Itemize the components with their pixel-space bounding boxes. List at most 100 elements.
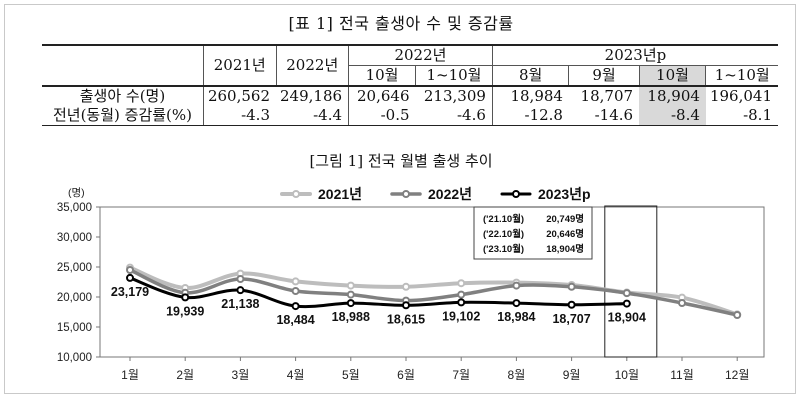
series-point-2 — [346, 299, 355, 308]
header-2023-ytd: 1~10월 — [705, 65, 778, 86]
data-label: 19,102 — [442, 309, 480, 323]
x-tick-label: 11월 — [670, 368, 694, 382]
table-cell: -12.8 — [491, 106, 569, 126]
annotation-value: 20,646명 — [546, 228, 584, 240]
x-tick-label: 12월 — [725, 368, 749, 382]
table-cell: 20,646 — [348, 85, 416, 106]
table-cell: 18,707 — [568, 85, 640, 106]
header-group-2022: 2022년 — [348, 44, 493, 66]
table-cell: -14.6 — [568, 106, 640, 126]
annotation-value: 20,749명 — [546, 213, 584, 225]
series-point-1 — [512, 281, 521, 290]
header-2023-oct: 10월 — [638, 65, 706, 86]
series-point-2 — [512, 299, 521, 308]
series-point-0 — [457, 279, 466, 288]
table-row-growth: 전년(동월) 증감률(%) -4.3 -4.4 -0.5 -4.6 -12.8 … — [42, 106, 778, 126]
series-point-1 — [236, 275, 245, 283]
series-point-1 — [678, 299, 686, 307]
data-label: 18,484 — [276, 313, 314, 327]
chart-title: [그림 1] 전국 월별 출생 추이 — [309, 152, 493, 170]
legend-label: 2023년p — [538, 186, 591, 202]
series-point-1 — [733, 311, 742, 319]
x-tick-label: 1월 — [121, 368, 139, 382]
data-label: 18,984 — [497, 310, 535, 324]
table-cell-highlight: 18,904 — [639, 85, 706, 106]
table-cell: 260,562 — [202, 85, 276, 106]
legend-label: 2021년 — [318, 186, 362, 202]
table-header-row-1: 2021년 2022년 2022년 2023년p — [42, 44, 778, 86]
x-tick-label: 4월 — [287, 368, 305, 382]
data-label: 18,707 — [552, 312, 590, 326]
series-point-1 — [346, 290, 355, 299]
table-cell: -4.6 — [415, 106, 493, 126]
row-label: 출생아 수(명) — [42, 85, 204, 106]
series-point-0 — [402, 282, 410, 291]
header-2021: 2021년 — [202, 44, 276, 86]
header-group-2023: 2023년p — [491, 44, 778, 66]
data-label: 23,179 — [111, 285, 149, 299]
annotation-box — [473, 206, 593, 260]
series-point-1 — [291, 287, 300, 295]
y-tick-label: 30,000 — [57, 232, 92, 244]
table-row-births: 출생아 수(명) 260,562 249,186 20,646 213,309 … — [42, 85, 778, 106]
data-label: 19,939 — [166, 304, 204, 318]
table-cell: -8.1 — [705, 106, 778, 126]
series-point-2 — [236, 286, 245, 295]
x-tick-label: 7월 — [452, 368, 470, 382]
table-cell: 249,186 — [276, 85, 349, 106]
x-tick-label: 10월 — [615, 368, 639, 382]
series-point-0 — [346, 281, 355, 290]
table-cell: 18,984 — [491, 85, 569, 106]
header-2022-oct: 10월 — [348, 65, 416, 86]
table-cell: -0.5 — [348, 106, 416, 126]
x-tick-label: 6월 — [397, 368, 415, 382]
header-2022-ytd: 1~10월 — [415, 65, 493, 86]
legend-marker — [512, 190, 520, 198]
x-tick-label: 3월 — [232, 368, 250, 382]
table-cell: -4.3 — [202, 106, 276, 126]
annotation-value: 18,904명 — [546, 243, 584, 255]
annotation-label: ('21.10월) — [483, 213, 524, 225]
series-point-2 — [457, 298, 466, 307]
table-cell-highlight: -8.4 — [639, 106, 706, 126]
x-tick-label: 8월 — [508, 368, 526, 382]
plot-area — [99, 206, 765, 358]
series-point-1 — [622, 289, 631, 298]
legend-marker — [292, 190, 300, 198]
series-point-1 — [457, 290, 466, 299]
legend-marker — [402, 190, 410, 198]
series-point-0 — [291, 277, 300, 286]
series-point-1 — [567, 282, 576, 291]
annotation-label: ('22.10월) — [483, 228, 524, 240]
series-point-2 — [181, 293, 190, 302]
series-line-2 — [128, 276, 629, 309]
header-2023-aug: 8월 — [491, 65, 569, 86]
table-header-row-2: 10월 1~10월 8월 9월 10월 1~10월 — [42, 65, 778, 86]
table-cell: -4.4 — [276, 106, 349, 126]
series-point-2 — [126, 273, 134, 282]
y-tick-label: 25,000 — [57, 262, 92, 274]
data-label: 18,904 — [608, 311, 646, 325]
series-point-2 — [402, 301, 410, 310]
october-highlight-box — [604, 205, 658, 358]
series-point-1 — [126, 266, 134, 274]
data-label: 21,138 — [221, 297, 259, 311]
y-tick-label: 20,000 — [57, 292, 92, 304]
legend-label: 2022년 — [428, 186, 472, 202]
series-point-2 — [622, 299, 631, 308]
row-label: 전년(동월) 증감률(%) — [42, 106, 204, 126]
x-tick-label: 9월 — [563, 368, 581, 382]
header-2022: 2022년 — [275, 44, 349, 86]
data-label: 18,615 — [387, 312, 425, 326]
table-title: [표 1] 전국 출생아 수 및 증감률 — [288, 14, 514, 33]
y-tick-label: 35,000 — [57, 202, 92, 214]
birth-stats-table: 2021년 2022년 2022년 2023년p 10월 1~10월 8월 9월… — [42, 44, 778, 126]
table-cell: 196,041 — [705, 85, 778, 106]
series-point-2 — [291, 302, 300, 311]
y-tick-label: 15,000 — [57, 322, 92, 334]
header-2023-sep: 9월 — [568, 65, 640, 86]
table-cell: 213,309 — [415, 85, 493, 106]
x-tick-label: 5월 — [342, 368, 360, 382]
table-corner-cell — [42, 44, 204, 86]
